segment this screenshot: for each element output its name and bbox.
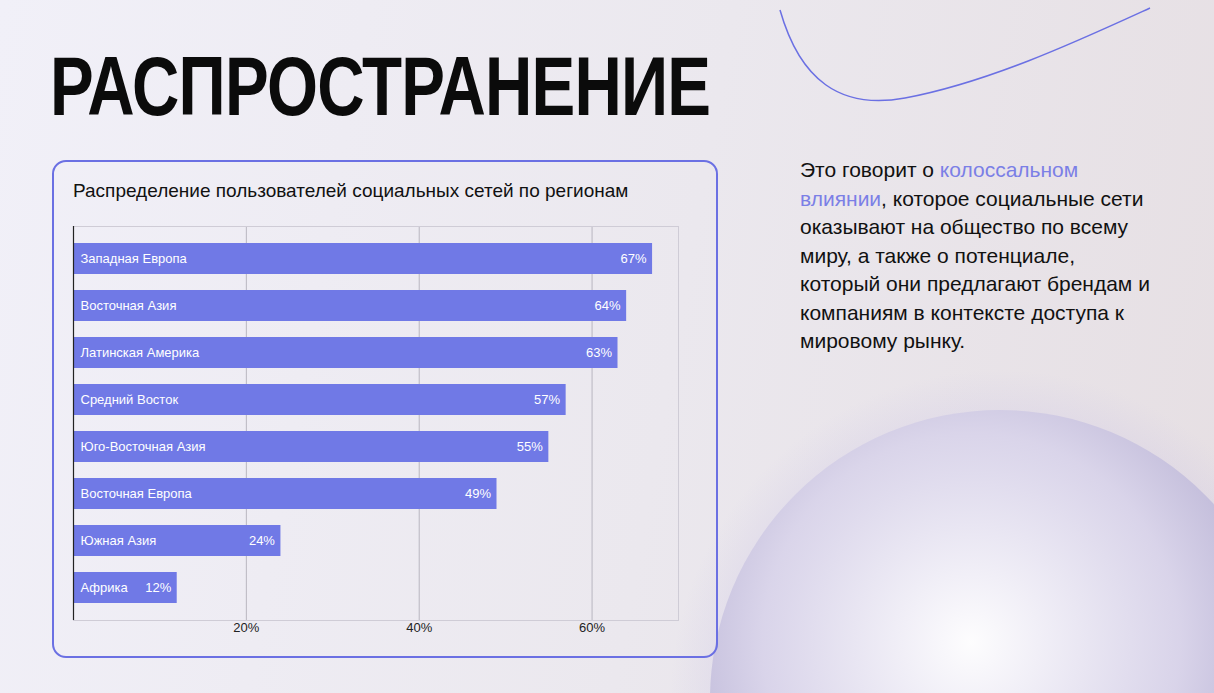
svg-text:24%: 24%: [249, 533, 275, 548]
html-text:Распределение пользователей со: Распределение пользователей социальных с…: [73, 180, 629, 201]
svg-text:55%: 55%: [517, 439, 543, 454]
svg-text:Южная Азия: Южная Азия: [81, 533, 157, 548]
svg-text:49%: 49%: [465, 486, 491, 501]
html-text:РАСПРОСТРАНЕНИЕ: РАСПРОСТРАНЕНИЕ: [50, 39, 711, 133]
svg-text:Восточная Европа: Восточная Европа: [81, 486, 193, 501]
svg-text:60%: 60%: [579, 620, 605, 635]
svg-text:Западная Европа: Западная Европа: [81, 251, 188, 266]
svg-text:Африка: Африка: [81, 580, 129, 595]
svg-text:Восточная Азия: Восточная Азия: [81, 298, 177, 313]
svg-text:20%: 20%: [233, 620, 259, 635]
svg-text:64%: 64%: [595, 298, 621, 313]
svg-text:63%: 63%: [586, 345, 612, 360]
svg-text:57%: 57%: [534, 392, 560, 407]
html-text:Это говорит о колоссальном вли: Это говорит о колоссальном влиянии, кото…: [800, 158, 1150, 352]
svg-text:67%: 67%: [621, 251, 647, 266]
svg-text:12%: 12%: [145, 580, 171, 595]
svg-text:Юго-Восточная Азия: Юго-Восточная Азия: [81, 439, 206, 454]
svg-text:40%: 40%: [406, 620, 432, 635]
svg-text:Латинская Америка: Латинская Америка: [81, 345, 201, 360]
svg-text:Средний Восток: Средний Восток: [81, 392, 179, 407]
